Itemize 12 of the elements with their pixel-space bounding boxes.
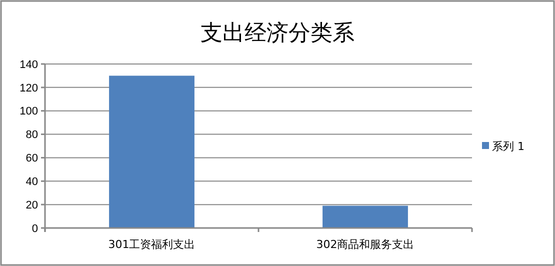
y-tick-label: 0: [32, 222, 38, 235]
y-tick-label: 140: [20, 58, 38, 71]
legend-label: 系列 1: [492, 140, 524, 153]
y-tick-label: 40: [26, 176, 38, 188]
y-tick-label: 60: [26, 152, 38, 165]
y-tick-label: 20: [26, 199, 38, 212]
y-tick-label: 100: [20, 106, 38, 118]
chart-title: 支出经济分类系: [200, 21, 354, 46]
x-tick-label: 301工资福利支出: [108, 238, 196, 251]
y-tick-label: 80: [26, 129, 38, 142]
x-tick-label: 302商品和服务支出: [316, 238, 414, 251]
y-tick-label: 120: [20, 82, 38, 94]
